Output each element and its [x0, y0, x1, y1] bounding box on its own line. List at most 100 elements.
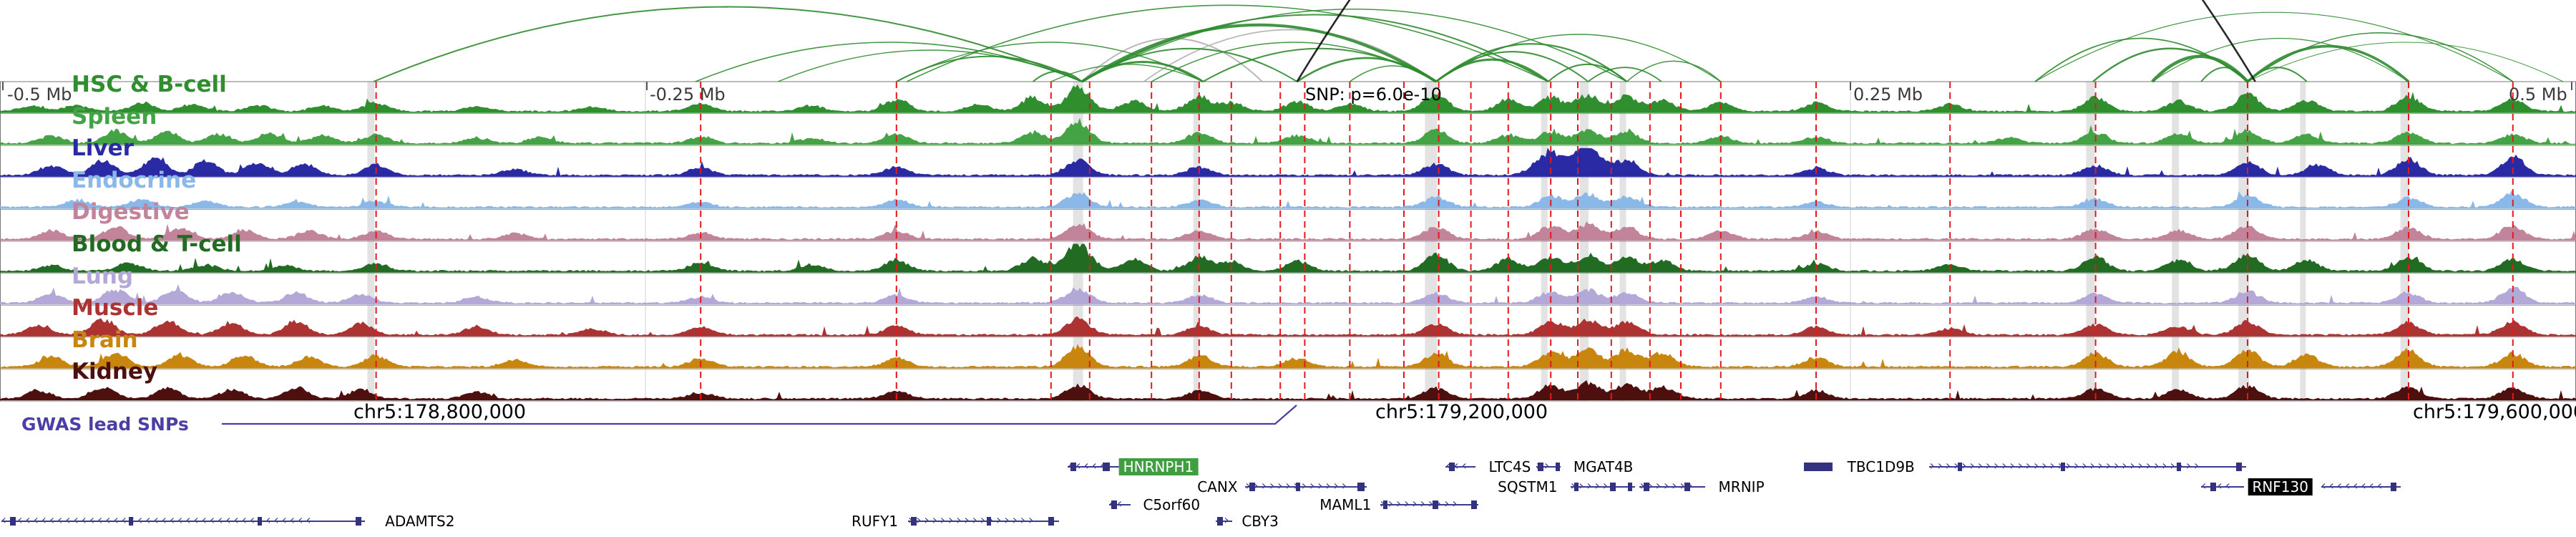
gene-exon — [910, 517, 917, 526]
gene-label-mgat4b[interactable]: MGAT4B — [1571, 458, 1636, 475]
gene-label-adamts2[interactable]: ADAMTS2 — [383, 513, 457, 530]
interaction-arc — [2200, 67, 2248, 82]
gene-exon — [1610, 483, 1616, 491]
gene-exon — [1470, 500, 1477, 509]
track-label-brain[interactable]: Brain — [72, 326, 138, 353]
ruler-label-minus-0-25mb: -0.25 Mb — [650, 84, 726, 105]
track-label-endocrine[interactable]: Endocrine — [72, 167, 197, 193]
gene-label-hnrnph1[interactable]: HNRNPH1 — [1118, 458, 1199, 475]
track-signal-1 — [0, 117, 2576, 145]
interaction-arc — [1296, 0, 2256, 82]
interaction-arc — [777, 49, 1083, 82]
interaction-arc — [2247, 42, 2564, 82]
track-label-muscle[interactable]: Muscle — [72, 295, 159, 321]
gene-strand-arrows: ››››››› — [1639, 479, 1696, 493]
gene-label-sqstm1[interactable]: SQSTM1 — [1496, 478, 1560, 495]
gene-strand-arrows: ››››››››››››› — [1245, 479, 1367, 493]
gene-exon — [1357, 483, 1365, 491]
interaction-arc — [896, 42, 1204, 82]
gene-label-canx[interactable]: CANX — [1195, 478, 1240, 495]
gene-exon — [1538, 463, 1544, 471]
gene-body-line — [1929, 466, 2247, 468]
track-signal-6 — [0, 284, 2576, 305]
gene-exon — [1958, 463, 1962, 471]
gene-label-tbc1d9b[interactable]: TBC1D9B — [1845, 458, 1917, 475]
track-label-liver[interactable]: Liver — [72, 135, 134, 162]
gene-body-line — [1445, 466, 1475, 468]
track-label-kidney[interactable]: Kidney — [72, 359, 158, 385]
gene-exon — [2177, 463, 2181, 471]
gene-exon — [986, 517, 991, 526]
gene-body-line — [1, 521, 365, 522]
track-signal-2 — [0, 147, 2576, 177]
gene-body-line — [2321, 486, 2401, 488]
interaction-arc — [906, 4, 1548, 82]
gene-body-line — [1108, 504, 1131, 505]
gene-label-c5orf60[interactable]: C5orf60 — [1141, 496, 1203, 513]
gene-strand-arrows: ‹‹‹‹‹ — [1068, 459, 1108, 473]
gene-exon — [1804, 463, 1833, 471]
gene-exon — [1684, 483, 1691, 491]
gene-strand-arrows: ›››››› — [1570, 479, 1619, 493]
gene-body-line — [1245, 486, 1367, 488]
gene-exon — [2390, 483, 2396, 491]
gene-label-ltc4s[interactable]: LTC4S — [1486, 458, 1533, 475]
interaction-arc — [2152, 38, 2409, 82]
gene-body-line — [1570, 486, 1635, 488]
gene-exon — [1111, 500, 1118, 509]
track-signal-4 — [0, 221, 2576, 241]
interaction-arc — [1626, 60, 1722, 82]
coordinate-label-center: chr5:179,200,000 — [1375, 401, 1548, 423]
interaction-arc — [1081, 9, 1627, 82]
interaction-arc — [1081, 14, 1549, 82]
track-signal-7 — [0, 316, 2576, 337]
interaction-arc — [1547, 63, 1628, 82]
gene-strand-arrows: ‹‹‹‹‹‹‹‹ — [2321, 479, 2386, 493]
gene-exon — [129, 517, 133, 526]
coordinate-label-left: chr5:178,800,000 — [353, 401, 527, 423]
gene-exon — [10, 517, 16, 526]
ruler-label-minus-0-5mb: -0.5 Mb — [7, 84, 72, 105]
gene-strand-arrows: ›››››››››› — [1380, 497, 1460, 511]
interaction-arc — [2247, 32, 2514, 82]
gene-exon — [1048, 517, 1055, 526]
gene-label-mrnip[interactable]: MRNIP — [1716, 478, 1767, 495]
gene-body-line — [1380, 504, 1479, 505]
gene-exon — [1102, 463, 1110, 471]
coordinate-label-right: chr5:179,600,000 — [2413, 401, 2576, 423]
track-label-spleen[interactable]: Spleen — [72, 103, 157, 130]
track-signal-9 — [0, 379, 2576, 401]
gene-strand-arrows: ‹‹‹‹ — [2201, 479, 2233, 493]
gene-label-rufy1[interactable]: RUFY1 — [849, 513, 901, 530]
track-label-hsc-b-cell[interactable]: HSC & B-cell — [72, 72, 227, 97]
gene-exon — [258, 517, 262, 526]
interaction-arc — [1435, 34, 1722, 82]
gene-exon — [355, 517, 361, 526]
gene-exon — [1295, 483, 1300, 491]
gene-exon — [1628, 483, 1633, 491]
gene-label-maml1[interactable]: MAML1 — [1317, 496, 1374, 513]
gene-exon — [1217, 517, 1223, 526]
gene-label-cby3[interactable]: CBY3 — [1239, 513, 1281, 530]
gene-exon — [1643, 483, 1649, 491]
gene-exon — [1070, 463, 1076, 471]
gene-exon — [1449, 463, 1455, 471]
gene-body-line — [2201, 486, 2244, 488]
snp-pvalue-label: SNP: p=6.0e-10 — [1305, 84, 1442, 105]
gene-strand-arrows: ›››››››››››››››››››››››››››››››››› — [1929, 459, 2202, 473]
gene-label-rnf130[interactable]: RNF130 — [2248, 478, 2313, 495]
track-signal-5 — [0, 243, 2576, 273]
gwas-lead-snps-label: GWAS lead SNPs — [21, 414, 189, 435]
gene-exon — [1432, 500, 1438, 509]
gwas-pointer-line — [222, 405, 1297, 425]
gene-exon — [2061, 463, 2065, 471]
track-label-blood-t-cell[interactable]: Blood & T-cell — [72, 231, 242, 257]
interaction-arc — [373, 6, 1083, 82]
interaction-arc — [1143, 29, 1437, 82]
interaction-arc — [1080, 23, 1438, 83]
track-label-digestive[interactable]: Digestive — [72, 199, 190, 226]
track-label-lung[interactable]: Lung — [72, 263, 134, 289]
gene-strand-arrows: ›››››››››››››››› — [908, 513, 1037, 528]
